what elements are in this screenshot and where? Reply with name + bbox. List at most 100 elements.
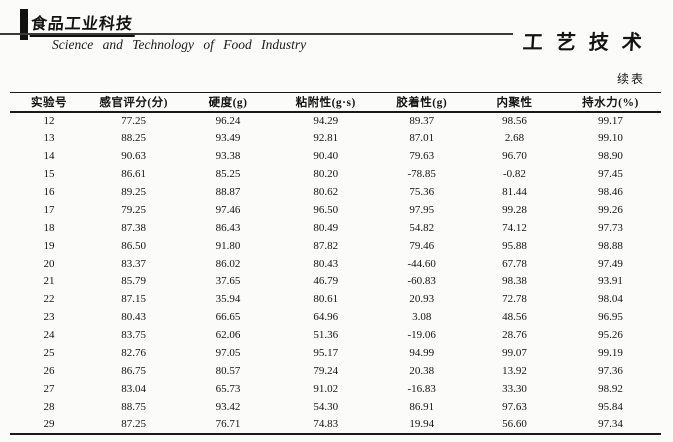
table-cell: 28 (43, 400, 55, 413)
table-cell: 88.87 (215, 186, 241, 198)
table-cell: 86.43 (215, 221, 241, 234)
table-cell: 86.02 (215, 257, 241, 270)
table-cell: 33.30 (502, 382, 527, 395)
table-cell: 75.36 (409, 186, 435, 198)
table-cell: 85.79 (121, 275, 147, 288)
table-cell: 81.44 (502, 186, 527, 198)
table-cell: 97.45 (598, 168, 623, 181)
table-cell: 24 (43, 329, 55, 342)
table-cell: 48.56 (502, 311, 527, 324)
table-cell: 83.04 (121, 382, 147, 395)
table-cell: 13.92 (502, 364, 527, 377)
table-cell: -78.85 (407, 168, 436, 181)
table-cell: 90.63 (121, 150, 147, 163)
table-cell: 90.40 (313, 150, 339, 163)
table-cell: 98.90 (598, 150, 623, 163)
table-cell: 97.73 (598, 221, 623, 234)
table-cell: 97.63 (502, 400, 527, 413)
table-row: 16 89.25 88.87 80.62 75.36 81.44 98.46 (10, 183, 661, 201)
table-cell: 80.57 (215, 364, 241, 377)
table-cell: 93.91 (598, 275, 623, 288)
table-cell: 13 (43, 132, 55, 145)
table-cell: 87.38 (121, 221, 147, 234)
table-row: 21 85.79 37.65 46.79 -60.83 98.38 93.91 (10, 273, 661, 291)
column-header: 内聚性 (496, 96, 533, 109)
results-table-body: 12 77.25 96.24 94.29 89.37 98.56 99.17 13 88.25 9… (10, 112, 661, 434)
table-row: 26 86.75 80.57 79.24 20.38 13.92 97.36 (10, 362, 661, 380)
table-cell: 88.25 (121, 132, 147, 145)
table-cell: 91.02 (313, 382, 339, 395)
table-cell: -44.60 (407, 257, 436, 270)
table-cell: 79.24 (313, 364, 339, 377)
table-cell: 97.95 (409, 203, 435, 216)
table-cell: 87.01 (409, 132, 435, 145)
table-cell: 92.81 (313, 132, 339, 145)
table-cell: 96.50 (313, 203, 339, 216)
table-cell: 87.25 (121, 418, 147, 431)
table-cell: 97.36 (598, 364, 623, 377)
table-cell: 83.37 (121, 257, 147, 270)
table-cell: 98.56 (502, 114, 527, 127)
table-row: 24 83.75 62.06 51.36 -19.06 28.76 95.26 (10, 326, 661, 344)
table-cell: 37.65 (215, 275, 241, 288)
table-cell: 86.91 (409, 400, 435, 413)
table-cell: 20.93 (409, 293, 435, 306)
table-cell: 64.96 (313, 311, 339, 324)
table-cell: 98.88 (598, 239, 623, 252)
table-cell: 29 (43, 418, 55, 431)
table-cell: 83.75 (121, 329, 147, 342)
table-cell: 20 (43, 257, 55, 270)
table-cell: 54.82 (409, 221, 435, 234)
table-cell: 99.28 (502, 203, 527, 216)
table-cell: 17 (43, 203, 55, 216)
table-cell: 93.49 (215, 132, 241, 145)
table-cell: 96.95 (598, 311, 623, 324)
table-cell: 88.75 (121, 400, 147, 413)
table-cell: -0.82 (503, 168, 526, 181)
table-cell: 79.46 (409, 239, 435, 252)
table-cell: 28.76 (502, 329, 527, 342)
table-row: 18 87.38 86.43 80.49 54.82 74.12 97.73 (10, 219, 661, 237)
table-cell: 2.68 (504, 132, 525, 145)
table-cell: -16.83 (407, 382, 436, 395)
table-cell: 94.29 (313, 114, 339, 127)
table-cell: 80.20 (313, 168, 339, 181)
table-cell: 91.80 (215, 239, 241, 252)
table-cell: 72.78 (502, 293, 527, 306)
table-cell: 19.94 (409, 418, 435, 431)
table-cell: 99.10 (598, 132, 623, 145)
table-cell: 18 (43, 221, 55, 234)
table-cell: 51.36 (313, 329, 339, 342)
table-cell: 86.50 (121, 239, 147, 252)
table-cell: 79.63 (409, 150, 435, 163)
table-row: 19 86.50 91.80 87.82 79.46 95.88 98.88 (10, 237, 661, 255)
table-cell: 99.26 (598, 203, 623, 216)
table-cell: 95.26 (598, 329, 623, 342)
table-cell: 54.30 (313, 400, 339, 413)
table-cell: 82.76 (121, 347, 147, 360)
table-cell: 87.15 (121, 293, 147, 306)
table-cell: 80.43 (313, 257, 339, 270)
journal-name-english: Science and Technology of Food Industry (52, 37, 307, 52)
section-title: 工艺技术 (522, 32, 656, 54)
table-cell: 99.17 (598, 114, 623, 127)
table-cell: 80.61 (313, 293, 339, 306)
table-cell: 94.99 (409, 347, 435, 360)
table-cell: 25 (43, 347, 55, 360)
table-cell: 35.94 (215, 293, 241, 306)
table-cell: 74.83 (313, 418, 339, 431)
table-cell: 27 (43, 382, 55, 395)
table-cell: 86.75 (121, 364, 147, 377)
table-cell: 3.08 (412, 311, 432, 324)
table-cell: 20.38 (409, 364, 435, 377)
table-cell: 80.49 (313, 221, 339, 234)
table-cell: 89.37 (409, 114, 435, 127)
table-row: 28 88.75 93.42 54.30 86.91 97.63 95.84 (10, 398, 661, 416)
table-cell: 97.46 (215, 203, 241, 216)
table-row: 27 83.04 65.73 91.02 -16.83 33.30 98.92 (10, 380, 661, 398)
results-table: 实验号 感官评分(分) 硬度(g) 粘附性(g·s) 胶着性(g) 内聚性 持水力(%) 1… (10, 92, 661, 435)
table-cell: 76.71 (215, 418, 241, 431)
table-row: 13 88.25 93.49 92.81 87.01 2.68 99.10 (10, 129, 661, 147)
table-cell: 80.62 (313, 186, 339, 198)
